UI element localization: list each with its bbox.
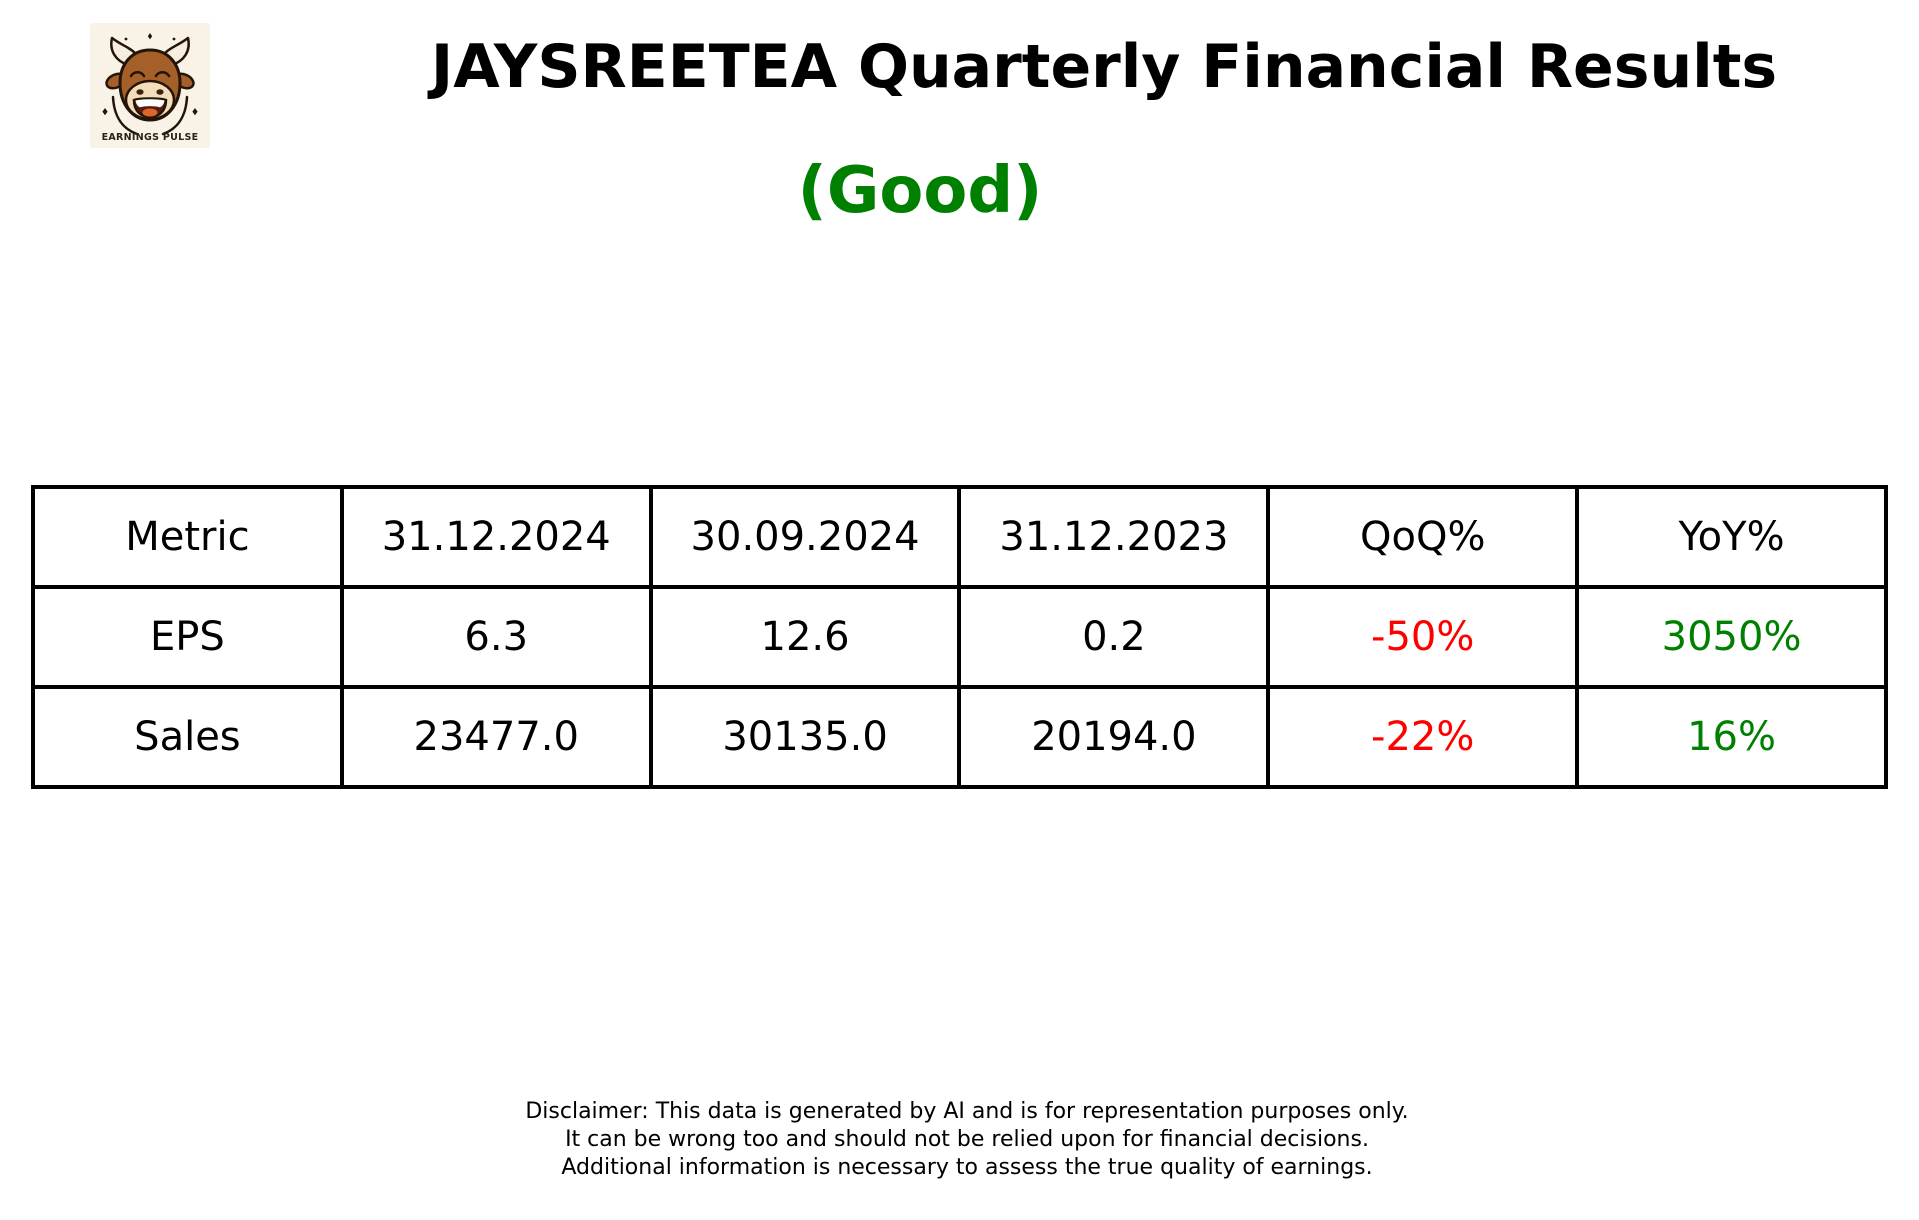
table-cell: 0.2 bbox=[957, 585, 1271, 689]
table-header-cell: 31.12.2024 bbox=[339, 485, 653, 589]
table-cell: 6.3 bbox=[339, 585, 653, 689]
table-header-cell: Metric bbox=[31, 485, 344, 589]
results-table: Metric 31.12.2024 30.09.2024 31.12.2023 QoQ%… bbox=[31, 485, 1888, 789]
table-row: EPS 6.3 12.6 0.2 -50% 3050% bbox=[31, 585, 1888, 689]
table-cell: 3050% bbox=[1575, 585, 1888, 689]
table-header-cell: YoY% bbox=[1575, 485, 1888, 589]
table-header-cell: 30.09.2024 bbox=[648, 485, 962, 589]
page-title: JAYSREETEA Quarterly Financial Results bbox=[430, 32, 1778, 102]
table-head-row: Metric 31.12.2024 30.09.2024 31.12.2023 QoQ%… bbox=[31, 485, 1888, 589]
table-cell: -22% bbox=[1266, 685, 1580, 789]
earnings-pulse-logo: EARNINGS PULSE bbox=[90, 23, 210, 148]
disclaimer-line: It can be wrong too and should not be re… bbox=[565, 1127, 1369, 1152]
bull-mascot-icon: EARNINGS PULSE bbox=[90, 23, 210, 148]
disclaimer-line: Disclaimer: This data is generated by AI… bbox=[525, 1099, 1409, 1124]
table-cell: 16% bbox=[1575, 685, 1888, 789]
table-head: Metric 31.12.2024 30.09.2024 31.12.2023 QoQ%… bbox=[31, 485, 1888, 589]
table-cell: 12.6 bbox=[648, 585, 962, 689]
table-body: EPS 6.3 12.6 0.2 -50% 3050% Sales 23477.0 30135.… bbox=[31, 585, 1888, 789]
logo-caption: EARNINGS PULSE bbox=[102, 132, 199, 143]
table-cell: 23477.0 bbox=[339, 685, 653, 789]
verdict: (Good) bbox=[797, 154, 1043, 228]
table-cell: -50% bbox=[1266, 585, 1580, 689]
table-cell: EPS bbox=[31, 585, 344, 689]
table-row: Sales 23477.0 30135.0 20194.0 -22% 16% bbox=[31, 685, 1888, 789]
table-cell: 30135.0 bbox=[648, 685, 962, 789]
table-header-cell: 31.12.2023 bbox=[957, 485, 1271, 589]
table-cell: 20194.0 bbox=[957, 685, 1271, 789]
table-header-cell: QoQ% bbox=[1266, 485, 1580, 589]
disclaimer: Disclaimer: This data is generated by AI… bbox=[525, 1098, 1408, 1182]
table-cell: Sales bbox=[31, 685, 344, 789]
disclaimer-line: Additional information is necessary to a… bbox=[561, 1155, 1373, 1180]
